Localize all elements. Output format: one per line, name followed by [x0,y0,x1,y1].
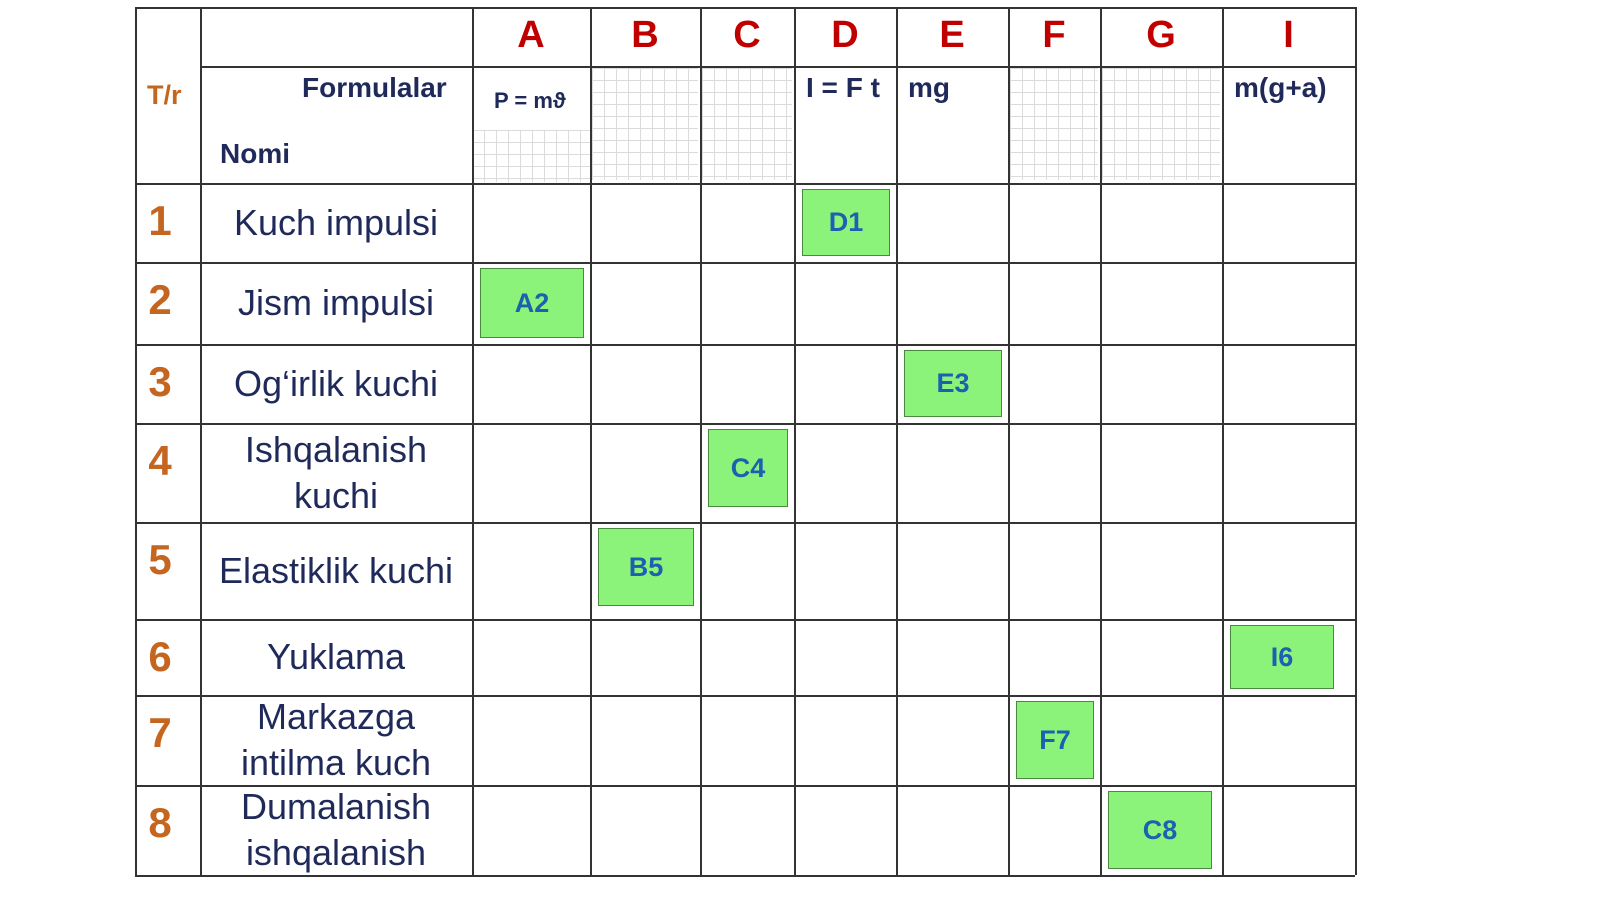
row-number: 6 [148,633,172,680]
column-letter: E [939,14,965,56]
answer-box: A2 [480,268,584,338]
v-line [472,7,474,875]
row-name: Markazga [256,696,416,737]
h-line [135,695,1355,697]
h-line [135,619,1355,621]
answer-box: I6 [1230,625,1334,689]
row-number: 7 [148,709,172,756]
v-line [590,7,592,875]
row-name: kuchi [293,474,379,516]
column-letter: D [831,14,859,56]
row-name: intilma kuch [240,742,432,783]
row-number: 1 [148,197,172,244]
column-letter: F [1042,14,1066,56]
v-line [700,7,702,875]
pattern [702,68,792,180]
row-name: Og‘irlik kuchi [233,362,439,404]
row-number: 4 [148,437,172,484]
row-name: Ishqalanish [244,428,428,470]
column-letter: C [733,14,761,56]
v-line [896,7,898,875]
name-header: Nomi [220,138,290,169]
row-number: 5 [148,536,172,583]
row-name: Kuch impulsi [233,201,439,243]
h-line [135,522,1355,524]
row-number: 8 [148,799,172,846]
row-name: Jism impulsi [237,282,434,323]
v-line [200,7,202,875]
v-line [1008,7,1010,875]
h-line [135,785,1355,787]
h-line [135,7,1355,9]
pattern [1102,68,1220,180]
v-line [1355,7,1357,875]
row-name: Dumalanish [240,786,432,827]
column-letter: B [631,14,659,56]
column-letter: A [517,14,545,56]
pattern [472,130,590,182]
row-name: ishqalanish [245,832,427,873]
pattern [592,68,698,180]
h-line [135,262,1355,264]
column-formula: I = F t [806,72,880,103]
v-line [1222,7,1224,875]
row-number: 3 [148,358,172,405]
row-name: Elastiklik kuchi [218,549,454,591]
column-letter: G [1146,14,1176,56]
answer-box: C4 [708,429,788,507]
number-header: T/r [147,80,182,110]
v-line [135,7,137,875]
column-formula: mg [908,72,950,103]
answer-box: E3 [904,350,1002,417]
row-number: 2 [148,276,172,323]
formulas-header: Formulalar [302,72,447,103]
row-name: Yuklama [266,636,406,677]
column-formula: m(g+a) [1234,72,1327,103]
pattern [1010,68,1098,180]
column-letter: I [1283,14,1294,56]
answer-box: B5 [598,528,694,606]
answer-box: D1 [802,189,890,256]
v-line [794,7,796,875]
answer-box: F7 [1016,701,1094,779]
h-line [135,875,1355,877]
h-line [200,66,1355,68]
answer-box: C8 [1108,791,1212,869]
h-line [135,423,1355,425]
h-line [135,344,1355,346]
v-line [1100,7,1102,875]
h-line [135,183,1355,185]
column-formula: P = mϑ [494,88,566,113]
